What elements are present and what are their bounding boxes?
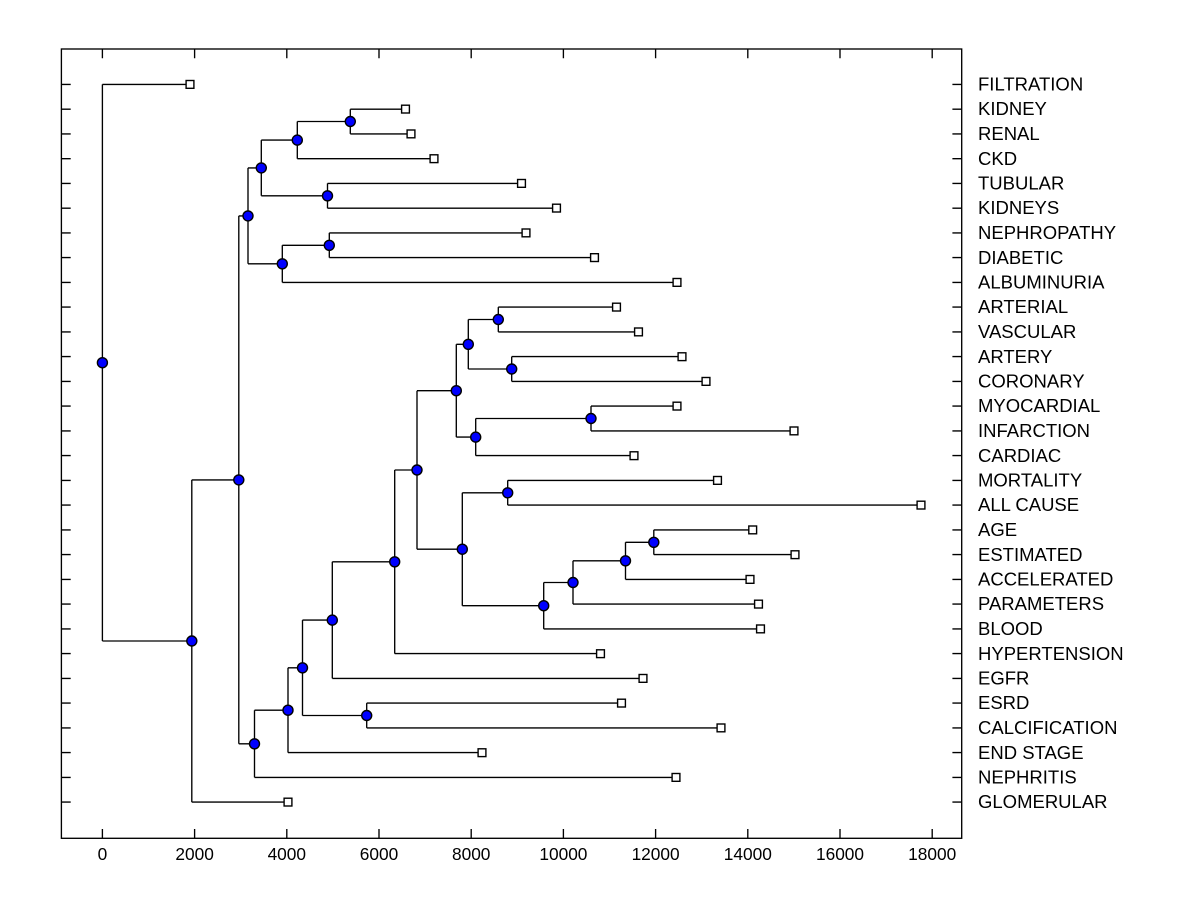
svg-text:KIDNEY: KIDNEY — [978, 98, 1047, 119]
svg-text:MORTALITY: MORTALITY — [978, 470, 1082, 491]
svg-text:ESRD: ESRD — [978, 692, 1029, 713]
svg-text:ESTIMATED: ESTIMATED — [978, 544, 1083, 565]
svg-text:CALCIFICATION: CALCIFICATION — [978, 717, 1117, 738]
svg-text:6000: 6000 — [360, 844, 398, 864]
svg-text:MYOCARDIAL: MYOCARDIAL — [978, 395, 1100, 416]
svg-text:ALBUMINURIA: ALBUMINURIA — [978, 272, 1105, 293]
svg-text:KIDNEYS: KIDNEYS — [978, 197, 1059, 218]
svg-text:0: 0 — [98, 844, 108, 864]
svg-text:16000: 16000 — [816, 844, 864, 864]
svg-text:PARAMETERS: PARAMETERS — [978, 593, 1104, 614]
svg-text:DIABETIC: DIABETIC — [978, 247, 1063, 268]
svg-text:4000: 4000 — [268, 844, 306, 864]
svg-text:8000: 8000 — [452, 844, 490, 864]
svg-text:12000: 12000 — [632, 844, 680, 864]
svg-text:GLOMERULAR: GLOMERULAR — [978, 791, 1108, 812]
svg-text:TUBULAR: TUBULAR — [978, 173, 1064, 194]
svg-text:VASCULAR: VASCULAR — [978, 321, 1076, 342]
svg-text:END STAGE: END STAGE — [978, 742, 1084, 763]
svg-text:ARTERY: ARTERY — [978, 346, 1052, 367]
svg-text:BLOOD: BLOOD — [978, 618, 1043, 639]
svg-text:ALL CAUSE: ALL CAUSE — [978, 494, 1079, 515]
svg-text:NEPHRITIS: NEPHRITIS — [978, 767, 1077, 788]
svg-text:14000: 14000 — [724, 844, 772, 864]
svg-text:ARTERIAL: ARTERIAL — [978, 296, 1068, 317]
svg-text:FILTRATION: FILTRATION — [978, 74, 1083, 95]
svg-text:ACCELERATED: ACCELERATED — [978, 569, 1113, 590]
svg-text:INFARCTION: INFARCTION — [978, 420, 1090, 441]
svg-text:HYPERTENSION: HYPERTENSION — [978, 643, 1124, 664]
svg-text:CARDIAC: CARDIAC — [978, 445, 1061, 466]
svg-text:2000: 2000 — [175, 844, 213, 864]
svg-text:10000: 10000 — [539, 844, 587, 864]
svg-text:EGFR: EGFR — [978, 668, 1029, 689]
svg-text:CKD: CKD — [978, 148, 1017, 169]
svg-text:NEPHROPATHY: NEPHROPATHY — [978, 222, 1116, 243]
svg-text:AGE: AGE — [978, 519, 1017, 540]
svg-text:RENAL: RENAL — [978, 123, 1040, 144]
svg-text:CORONARY: CORONARY — [978, 371, 1085, 392]
svg-text:18000: 18000 — [908, 844, 956, 864]
